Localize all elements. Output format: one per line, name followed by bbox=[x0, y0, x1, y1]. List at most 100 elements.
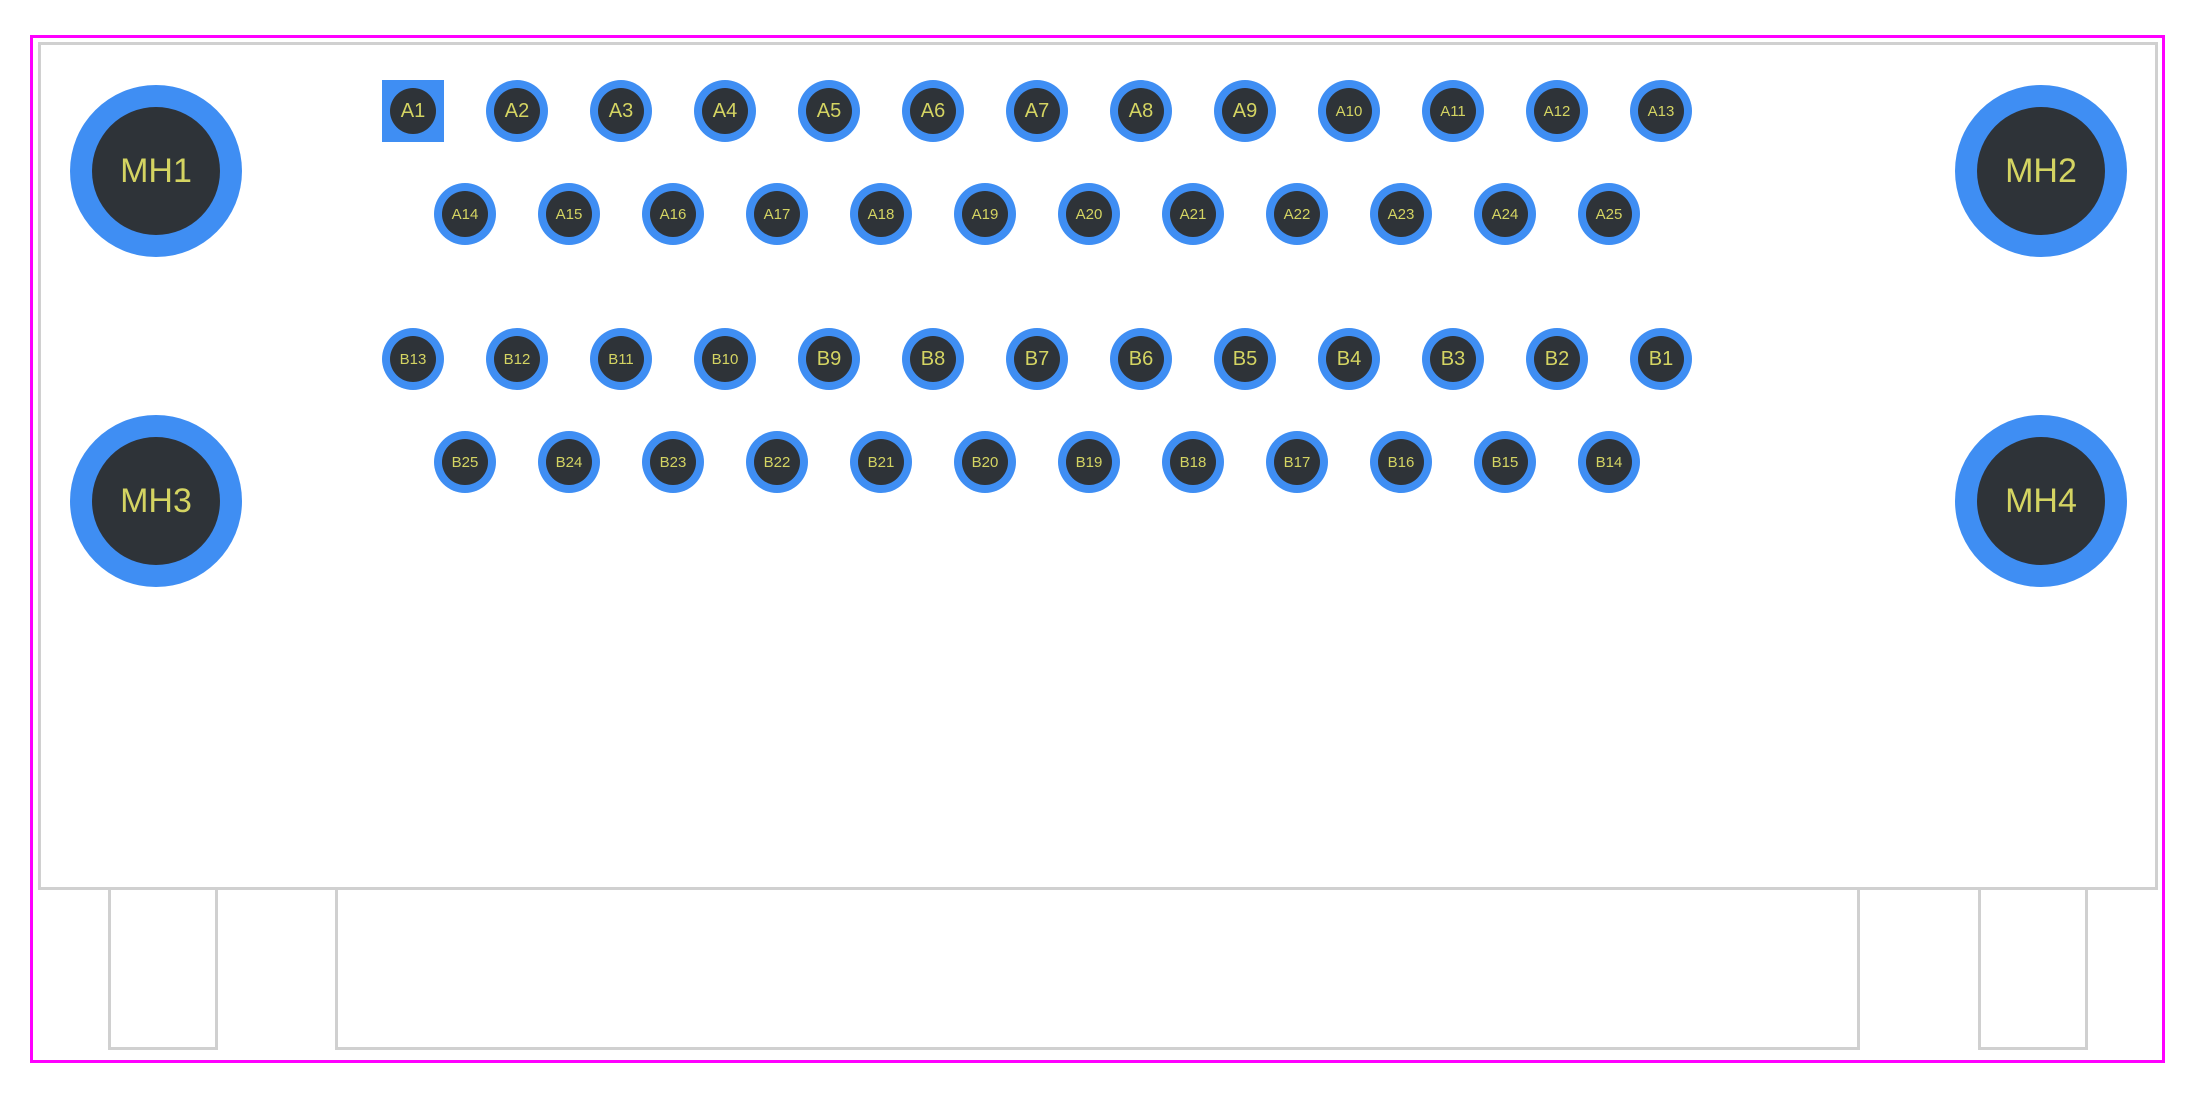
mounting-hole-label: MH4 bbox=[1977, 437, 2105, 565]
pin-a4: A4 bbox=[694, 80, 756, 142]
pin-b22: B22 bbox=[746, 431, 808, 493]
pin-a2: A2 bbox=[486, 80, 548, 142]
pin-a14: A14 bbox=[434, 183, 496, 245]
pin-label: A24 bbox=[1482, 191, 1528, 237]
pin-a15: A15 bbox=[538, 183, 600, 245]
pin-b11: B11 bbox=[590, 328, 652, 390]
pin-b7: B7 bbox=[1006, 328, 1068, 390]
pin-a13: A13 bbox=[1630, 80, 1692, 142]
pin-label: A7 bbox=[1014, 88, 1060, 134]
pin-label: B7 bbox=[1014, 336, 1060, 382]
pin-label: B19 bbox=[1066, 439, 1112, 485]
pin-label: A6 bbox=[910, 88, 956, 134]
pin-a5: A5 bbox=[798, 80, 860, 142]
pin-label: A11 bbox=[1430, 88, 1476, 134]
footprint-canvas: MH1MH2MH3MH4 A1A2A3A4A5A6A7A8A9A10A11A12… bbox=[0, 0, 2199, 1104]
pin-label: B2 bbox=[1534, 336, 1580, 382]
pin-label: A9 bbox=[1222, 88, 1268, 134]
pin-a20: A20 bbox=[1058, 183, 1120, 245]
pin-a3: A3 bbox=[590, 80, 652, 142]
pin-label: A16 bbox=[650, 191, 696, 237]
pin-a18: A18 bbox=[850, 183, 912, 245]
pin-b2: B2 bbox=[1526, 328, 1588, 390]
pin-a10: A10 bbox=[1318, 80, 1380, 142]
pin-label: B11 bbox=[598, 336, 644, 382]
pin-label: B4 bbox=[1326, 336, 1372, 382]
pin-label: B12 bbox=[494, 336, 540, 382]
mounting-hole-label: MH1 bbox=[92, 107, 220, 235]
pin-a6: A6 bbox=[902, 80, 964, 142]
pin-label: A23 bbox=[1378, 191, 1424, 237]
pin-a11: A11 bbox=[1422, 80, 1484, 142]
pin-b4: B4 bbox=[1318, 328, 1380, 390]
pin-a21: A21 bbox=[1162, 183, 1224, 245]
pin-b5: B5 bbox=[1214, 328, 1276, 390]
pin-b12: B12 bbox=[486, 328, 548, 390]
mounting-hole-mh4: MH4 bbox=[1955, 415, 2127, 587]
pin-label: B23 bbox=[650, 439, 696, 485]
pin-a12: A12 bbox=[1526, 80, 1588, 142]
mounting-hole-mh1: MH1 bbox=[70, 85, 242, 257]
pin-b1: B1 bbox=[1630, 328, 1692, 390]
pin-a7: A7 bbox=[1006, 80, 1068, 142]
pin-b15: B15 bbox=[1474, 431, 1536, 493]
pin-label: A12 bbox=[1534, 88, 1580, 134]
pin-b23: B23 bbox=[642, 431, 704, 493]
pin-b19: B19 bbox=[1058, 431, 1120, 493]
pin-b18: B18 bbox=[1162, 431, 1224, 493]
pin-b17: B17 bbox=[1266, 431, 1328, 493]
pin-a22: A22 bbox=[1266, 183, 1328, 245]
pin-label: B15 bbox=[1482, 439, 1528, 485]
pin-label: A2 bbox=[494, 88, 540, 134]
pin-b16: B16 bbox=[1370, 431, 1432, 493]
pin-label: B9 bbox=[806, 336, 852, 382]
pin-label: A25 bbox=[1586, 191, 1632, 237]
pin-label: A22 bbox=[1274, 191, 1320, 237]
bottom-tab-3 bbox=[1978, 890, 2088, 1050]
pin-label: B10 bbox=[702, 336, 748, 382]
pin-a17: A17 bbox=[746, 183, 808, 245]
pin-label: A14 bbox=[442, 191, 488, 237]
pin-label: B22 bbox=[754, 439, 800, 485]
pin-label: B1 bbox=[1638, 336, 1684, 382]
pin-label: A18 bbox=[858, 191, 904, 237]
pin-label: A19 bbox=[962, 191, 1008, 237]
pin-label: A15 bbox=[546, 191, 592, 237]
pin-label: A17 bbox=[754, 191, 800, 237]
pin-label: A1 bbox=[390, 88, 436, 134]
pin-b25: B25 bbox=[434, 431, 496, 493]
pin-label: B21 bbox=[858, 439, 904, 485]
pin-b20: B20 bbox=[954, 431, 1016, 493]
mounting-hole-mh3: MH3 bbox=[70, 415, 242, 587]
pin-label: A4 bbox=[702, 88, 748, 134]
pin-label: A20 bbox=[1066, 191, 1112, 237]
pin-b14: B14 bbox=[1578, 431, 1640, 493]
pin-b13: B13 bbox=[382, 328, 444, 390]
bottom-tab-2 bbox=[335, 890, 1860, 1050]
pin-a16: A16 bbox=[642, 183, 704, 245]
bottom-tab-1 bbox=[108, 890, 218, 1050]
pin-b6: B6 bbox=[1110, 328, 1172, 390]
pin-label: B5 bbox=[1222, 336, 1268, 382]
pin-b9: B9 bbox=[798, 328, 860, 390]
mounting-hole-label: MH3 bbox=[92, 437, 220, 565]
pin-b21: B21 bbox=[850, 431, 912, 493]
pin-a25: A25 bbox=[1578, 183, 1640, 245]
pin-label: A13 bbox=[1638, 88, 1684, 134]
pin-b10: B10 bbox=[694, 328, 756, 390]
pin-b24: B24 bbox=[538, 431, 600, 493]
pin-label: A5 bbox=[806, 88, 852, 134]
pin-a19: A19 bbox=[954, 183, 1016, 245]
pin-label: B17 bbox=[1274, 439, 1320, 485]
pin-label: B20 bbox=[962, 439, 1008, 485]
pin-a8: A8 bbox=[1110, 80, 1172, 142]
pin-label: A3 bbox=[598, 88, 644, 134]
pin-label: B13 bbox=[390, 336, 436, 382]
pin-label: B8 bbox=[910, 336, 956, 382]
pin-b3: B3 bbox=[1422, 328, 1484, 390]
pin-b8: B8 bbox=[902, 328, 964, 390]
pin-a1: A1 bbox=[382, 80, 444, 142]
pin-label: B6 bbox=[1118, 336, 1164, 382]
pin-label: B14 bbox=[1586, 439, 1632, 485]
pin-label: A21 bbox=[1170, 191, 1216, 237]
